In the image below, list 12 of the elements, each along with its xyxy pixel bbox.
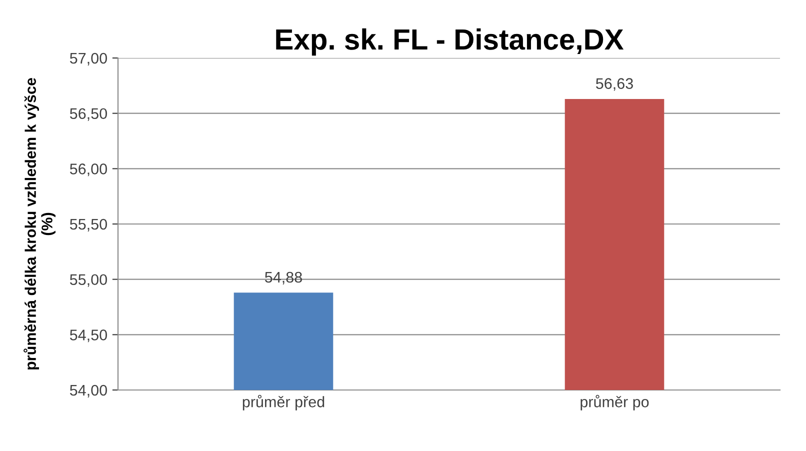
x-tick-label: průměr po: [580, 394, 649, 410]
y-tick-label: 54,00: [70, 384, 107, 398]
y-axis-title: průměrná délka kroku vzhledem k výšce (%): [24, 78, 56, 370]
data-label: 56,63: [596, 78, 633, 91]
y-tick-label: 56,50: [70, 108, 107, 121]
y-tick-label: 56,00: [70, 164, 107, 176]
y-tick-label: 55,00: [70, 274, 107, 287]
chart-title: Exp. sk. FL - Distance,DX: [276, 28, 624, 56]
x-tick-label: průměr před: [242, 394, 324, 410]
y-tick-label: 57,00: [70, 52, 107, 66]
y-tick-label: 54,50: [70, 330, 107, 342]
y-tick-label: 55,50: [70, 218, 107, 232]
